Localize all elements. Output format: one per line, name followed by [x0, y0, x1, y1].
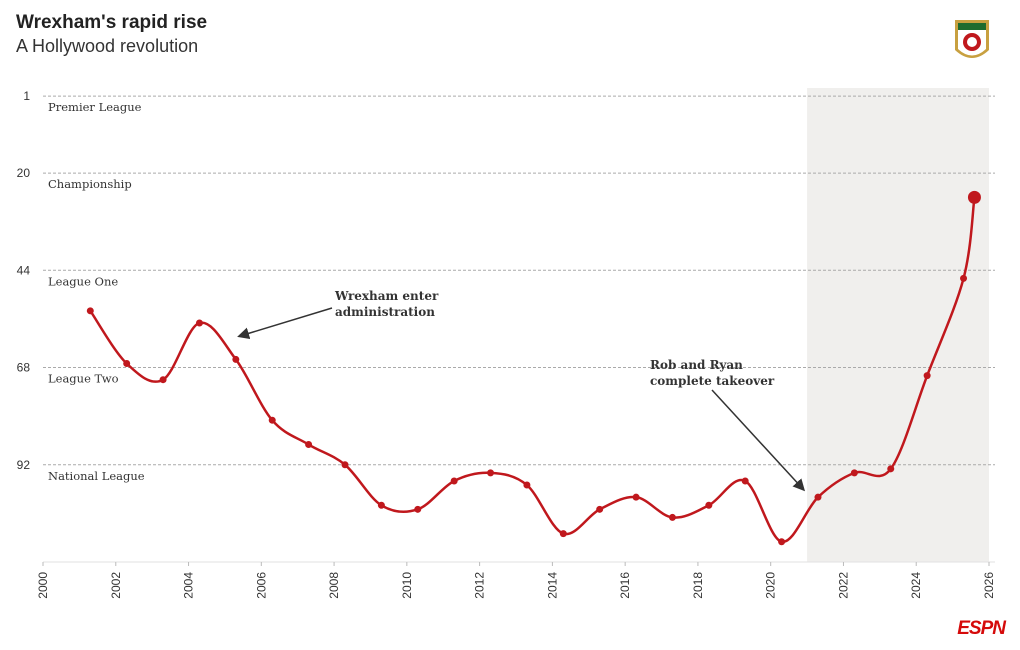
point [232, 355, 240, 363]
x-tick-label: 2004 [182, 572, 196, 599]
point [596, 505, 604, 513]
highlight-region [807, 88, 989, 562]
x-tick-label: 2012 [473, 572, 487, 599]
chart-subtitle: A Hollywood revolution [16, 36, 198, 56]
annotation-text: Rob and Ryan [650, 358, 743, 372]
y-tick-label: 1 [23, 89, 30, 103]
x-tick-label: 2014 [545, 572, 559, 599]
x-tick-label: 2018 [691, 572, 705, 599]
annotation-text: Wrexham enter [334, 289, 439, 303]
annotation-arrow [711, 389, 806, 492]
x-tick-label: 2020 [764, 572, 778, 599]
point [159, 376, 167, 384]
point [123, 359, 131, 367]
point [487, 469, 495, 477]
point [967, 190, 981, 204]
x-tick-label: 2022 [836, 572, 850, 599]
point [705, 501, 713, 509]
point [450, 477, 458, 485]
point [268, 416, 276, 424]
point [814, 493, 822, 501]
point [632, 493, 640, 501]
x-tick-label: 2024 [909, 572, 923, 599]
annotation-text: complete takeover [650, 374, 775, 388]
point [305, 441, 313, 449]
point [86, 307, 94, 315]
point [887, 465, 895, 473]
x-tick-label: 2008 [327, 572, 341, 599]
point [923, 372, 931, 380]
x-tick-label: 2006 [254, 572, 268, 599]
annotation-text: administration [335, 305, 435, 319]
x-tick-label: 2010 [400, 572, 414, 599]
league-label: League One [48, 274, 118, 288]
line [89, 197, 976, 543]
point [668, 513, 676, 521]
league-label: Championship [48, 177, 132, 191]
point [559, 530, 567, 538]
point [523, 481, 531, 489]
point [741, 477, 749, 485]
point [341, 461, 349, 469]
x-tick-label: 2000 [36, 572, 50, 599]
point [377, 501, 385, 509]
point [414, 505, 422, 513]
y-tick-label: 44 [17, 263, 31, 277]
y-tick-label: 68 [17, 361, 31, 375]
annotation-arrow [237, 307, 333, 340]
espn-logo: ESPN [957, 618, 1007, 639]
point [195, 319, 203, 327]
point [778, 538, 786, 546]
y-tick-label: 92 [17, 458, 31, 472]
x-tick-label: 2026 [982, 572, 996, 599]
league-label: League Two [48, 372, 119, 386]
league-label: National League [48, 469, 145, 483]
chart-title: Wrexham's rapid rise [16, 12, 207, 33]
league-label: Premier League [48, 100, 142, 114]
club-crest [955, 20, 989, 58]
point [960, 274, 968, 282]
point [850, 469, 858, 477]
y-tick-label: 20 [17, 166, 31, 180]
x-tick-label: 2016 [618, 572, 632, 599]
x-tick-label: 2002 [109, 572, 123, 599]
